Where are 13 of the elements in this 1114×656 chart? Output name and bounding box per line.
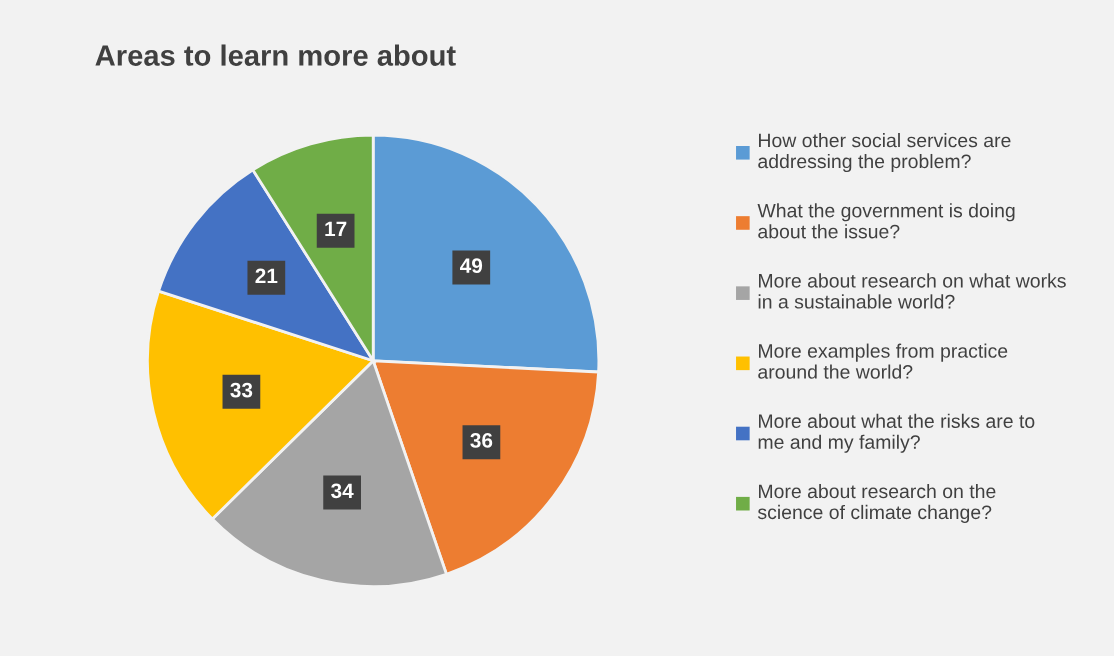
legend-label: More about research on the science of climate change? <box>757 483 996 523</box>
data-label: 21 <box>255 268 278 284</box>
legend-label: More about research on what works in a sustainable world? <box>758 273 1066 309</box>
data-label: 17 <box>325 221 347 237</box>
legend-label: More about what the risks are to me and my family? <box>758 413 1035 453</box>
legend-label: What the government is doing about the issue? <box>757 203 1015 239</box>
data-label: 33 <box>230 382 253 398</box>
chart-title: Areas to learn more about <box>95 44 456 66</box>
legend-label: How other social services are addressing the problem? <box>758 133 1011 173</box>
data-label: 34 <box>331 483 354 499</box>
data-label: 49 <box>460 258 483 274</box>
legend-label: More examples from practice around the world? <box>758 343 1008 379</box>
data-label: 36 <box>470 433 493 448</box>
